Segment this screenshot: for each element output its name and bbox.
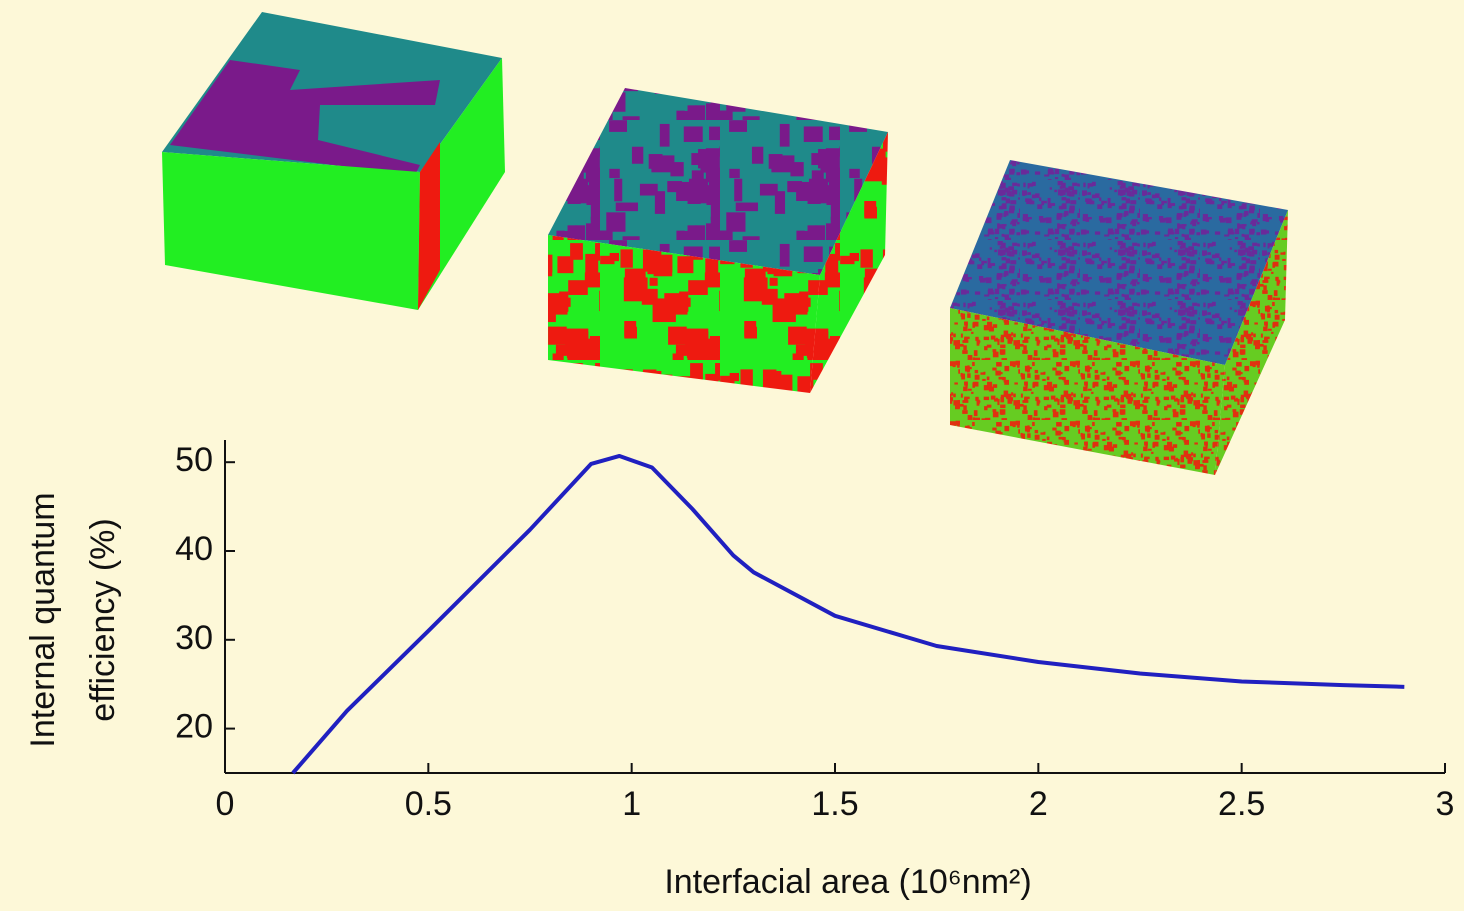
y-tick-label: 20 (175, 708, 213, 746)
y-axis-title: Internal quantum efficiency (%) (24, 492, 122, 747)
cube-front (162, 152, 420, 310)
chart: Interfacial area (10⁶nm²) Internal quant… (0, 0, 1464, 911)
x-tick-label: 1 (622, 785, 641, 823)
x-tick-label: 2.5 (1218, 785, 1265, 823)
x-tick-label: 2 (1029, 785, 1048, 823)
y-tick-label: 40 (175, 530, 213, 568)
y-axis-title-line: Internal quantum (24, 492, 62, 747)
x-tick-label: 1.5 (811, 785, 858, 823)
data-line (293, 456, 1404, 773)
x-axis-title: Interfacial area (10⁶nm²) (664, 863, 1031, 901)
y-tick-label: 50 (175, 441, 213, 479)
page: {"chart_data": {"type": "line", "x_label… (0, 0, 1464, 911)
y-axis-title-line: efficiency (%) (84, 518, 122, 721)
x-tick-label: 3 (1436, 785, 1455, 823)
y-tick-label: 30 (175, 619, 213, 657)
x-tick-label: 0.5 (405, 785, 452, 823)
illustrations (162, 12, 1288, 475)
x-tick-label: 0 (216, 785, 235, 823)
